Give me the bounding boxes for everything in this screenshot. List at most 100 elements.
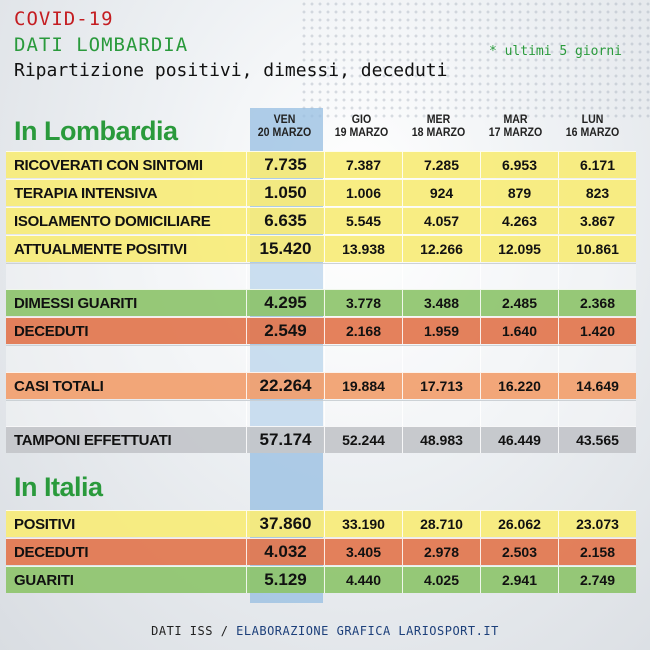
value-cell: 4.057 xyxy=(402,208,480,234)
value-cell: 14.649 xyxy=(558,373,636,399)
empty-cell xyxy=(324,346,402,372)
table-row: GUARITI 5.129 4.440 4.025 2.941 2.749 xyxy=(6,566,636,593)
value-cell: 1.420 xyxy=(558,318,636,344)
empty-cell xyxy=(480,264,558,290)
value-cell: 2.158 xyxy=(558,539,636,565)
empty-cell xyxy=(246,346,324,372)
value-cell: 2.549 xyxy=(246,318,324,344)
value-cell: 6.635 xyxy=(246,208,324,234)
section-title-lombardia: In Lombardia xyxy=(14,116,178,146)
spacer-row xyxy=(6,345,636,372)
value-cell: 2.978 xyxy=(402,539,480,565)
empty-cell xyxy=(558,346,636,372)
value-cell: 3.867 xyxy=(558,208,636,234)
row-label: POSITIVI xyxy=(14,515,75,533)
value-cell: 12.095 xyxy=(480,236,558,262)
value-cell: 2.941 xyxy=(480,567,558,593)
table-row: DECEDUTI 2.549 2.168 1.959 1.640 1.420 xyxy=(6,317,636,344)
empty-cell xyxy=(246,401,324,427)
column-header: MER 18 MARZO xyxy=(411,114,466,139)
footer-credit: ELABORAZIONE GRAFICA LARIOSPORT.IT xyxy=(236,624,499,638)
row-label: RICOVERATI CON SINTOMI xyxy=(14,156,203,174)
row-label: ISOLAMENTO DOMICILIARE xyxy=(14,212,211,230)
table-row: ATTUALMENTE POSITIVI 15.420 13.938 12.266 12… xyxy=(6,235,636,262)
value-cell: 2.485 xyxy=(480,290,558,316)
column-header: GIO 19 MARZO xyxy=(334,114,389,139)
note-last-days: * ultimi 5 giorni xyxy=(488,44,622,59)
footer: DATI ISS / ELABORAZIONE GRAFICA LARIOSPO… xyxy=(0,624,650,638)
table-row: RICOVERATI CON SINTOMI 7.735 7.387 7.285 6.9… xyxy=(6,151,636,178)
value-cell: 2.368 xyxy=(558,290,636,316)
value-cell: 1.050 xyxy=(246,180,324,206)
row-label: DECEDUTI xyxy=(14,322,89,340)
value-cell: 33.190 xyxy=(324,511,402,537)
value-cell: 4.440 xyxy=(324,567,402,593)
value-cell: 6.953 xyxy=(480,152,558,178)
value-cell: 7.387 xyxy=(324,152,402,178)
value-cell: 57.174 xyxy=(246,427,324,453)
footer-separator: / xyxy=(220,624,229,638)
value-cell: 26.062 xyxy=(480,511,558,537)
table-row: POSITIVI 37.860 33.190 28.710 26.062 23.073 xyxy=(6,510,636,537)
value-cell: 2.749 xyxy=(558,567,636,593)
table-row: DIMESSI GUARITI 4.295 3.778 3.488 2.485 2.368 xyxy=(6,289,636,316)
value-cell: 15.420 xyxy=(246,236,324,262)
value-cell: 1.640 xyxy=(480,318,558,344)
value-cell: 22.264 xyxy=(246,373,324,399)
column-header: MAR 17 MARZO xyxy=(488,114,543,139)
empty-cell xyxy=(402,401,480,427)
value-cell: 879 xyxy=(480,180,558,206)
table-row: CASI TOTALI 22.264 19.884 17.713 16.220 14.64… xyxy=(6,372,636,399)
empty-cell xyxy=(402,264,480,290)
value-cell: 1.959 xyxy=(402,318,480,344)
row-label: ATTUALMENTE POSITIVI xyxy=(14,240,187,258)
value-cell: 4.295 xyxy=(246,290,324,316)
value-cell: 7.285 xyxy=(402,152,480,178)
empty-cell xyxy=(558,401,636,427)
value-cell: 3.405 xyxy=(324,539,402,565)
value-cell: 924 xyxy=(402,180,480,206)
value-cell: 823 xyxy=(558,180,636,206)
value-cell: 13.938 xyxy=(324,236,402,262)
title-covid: COVID-19 xyxy=(14,8,114,30)
table-row: TERAPIA INTENSIVA 1.050 1.006 924 879 823 xyxy=(6,179,636,206)
value-cell: 4.263 xyxy=(480,208,558,234)
header: COVID-19 DATI LOMBARDIA Ripartizione pos… xyxy=(14,8,634,86)
empty-cell xyxy=(324,264,402,290)
title-region: DATI LOMBARDIA xyxy=(14,34,189,56)
subtitle: Ripartizione positivi, dimessi, deceduti xyxy=(14,60,448,81)
value-cell: 17.713 xyxy=(402,373,480,399)
value-cell: 2.168 xyxy=(324,318,402,344)
value-cell: 10.861 xyxy=(558,236,636,262)
value-cell: 28.710 xyxy=(402,511,480,537)
row-label: TAMPONI EFFETTUATI xyxy=(14,431,172,449)
footer-source: DATI ISS xyxy=(151,624,213,638)
empty-cell xyxy=(402,346,480,372)
value-cell: 16.220 xyxy=(480,373,558,399)
value-cell: 7.735 xyxy=(246,152,324,178)
spacer-row xyxy=(6,400,636,427)
column-header: LUN 16 MARZO xyxy=(565,114,620,139)
value-cell: 1.006 xyxy=(324,180,402,206)
row-label: DECEDUTI xyxy=(14,543,89,561)
empty-cell xyxy=(480,401,558,427)
section-title-italia: In Italia xyxy=(14,472,103,502)
empty-cell xyxy=(480,346,558,372)
value-cell: 3.488 xyxy=(402,290,480,316)
value-cell: 52.244 xyxy=(324,427,402,453)
table-row: TAMPONI EFFETTUATI 57.174 52.244 48.983 46.4… xyxy=(6,426,636,453)
empty-cell xyxy=(324,401,402,427)
row-label: GUARITI xyxy=(14,571,74,589)
value-cell: 4.032 xyxy=(246,539,324,565)
value-cell: 2.503 xyxy=(480,539,558,565)
row-label: TERAPIA INTENSIVA xyxy=(14,184,158,202)
row-label: CASI TOTALI xyxy=(14,377,104,395)
value-cell: 46.449 xyxy=(480,427,558,453)
value-cell: 6.171 xyxy=(558,152,636,178)
background-dot-pattern xyxy=(300,0,650,120)
empty-cell xyxy=(558,264,636,290)
value-cell: 37.860 xyxy=(246,511,324,537)
spacer-row xyxy=(6,263,636,290)
value-cell: 4.025 xyxy=(402,567,480,593)
table-row: ISOLAMENTO DOMICILIARE 6.635 5.545 4.057 4.2… xyxy=(6,207,636,234)
